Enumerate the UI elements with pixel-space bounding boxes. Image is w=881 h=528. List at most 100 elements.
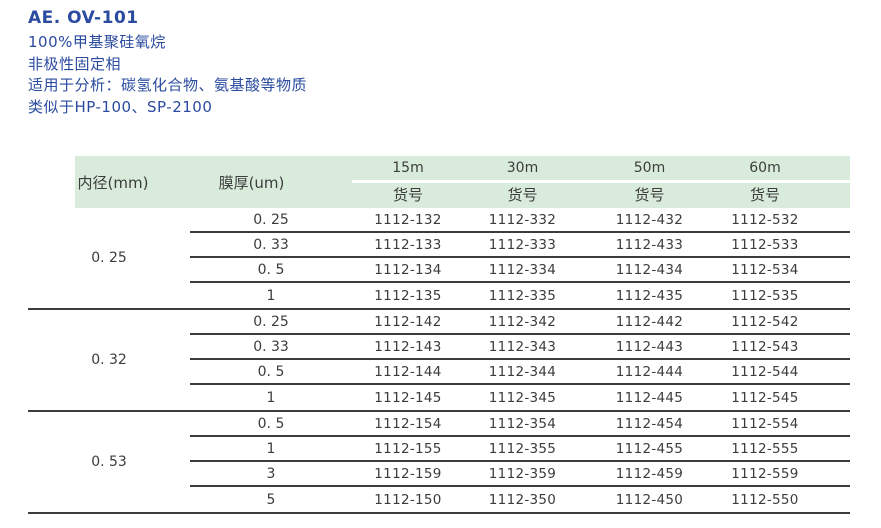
part-number-cell: 1112-355 xyxy=(488,440,557,457)
table-row: 0. 5 1112-154 1112-354 1112-454 1112-554 xyxy=(190,412,850,437)
diameter-column-header: 内径(mm) xyxy=(77,173,149,192)
part-number-cell: 1112-433 xyxy=(615,236,684,253)
length-column-60m: 60m 货号 xyxy=(718,156,812,208)
part-number-cell: 1112-334 xyxy=(488,261,557,278)
part-number-cell: 1112-454 xyxy=(615,415,684,432)
part-number-cell: 1112-532 xyxy=(731,211,799,228)
part-number-cell: 1112-459 xyxy=(615,465,684,482)
part-number-cell: 1112-159 xyxy=(374,465,442,482)
film-thickness-cell: 0. 25 xyxy=(253,211,289,228)
part-number-cell: 1112-555 xyxy=(731,440,799,457)
part-number-cell: 1112-142 xyxy=(374,313,442,330)
part-number-cell: 1112-133 xyxy=(374,236,442,253)
length-column-header: 60m xyxy=(749,160,781,176)
diameter-group: 0. 5 3 0. 5 1112-154 1112-354 1112-454 11… xyxy=(28,412,850,514)
part-number-cell: 1112-533 xyxy=(731,236,799,253)
length-column-header: 15m xyxy=(392,160,424,176)
film-thickness-cell: 0. 5 xyxy=(257,415,285,432)
product-description-line: 非极性固定相 xyxy=(28,54,122,73)
part-number-cell: 1112-455 xyxy=(615,440,684,457)
table-body: 0. 25 0. 25 1112-132 1112-332 1112-432 1… xyxy=(28,208,850,514)
part-number-cell: 1112-435 xyxy=(615,287,684,304)
part-number-cell: 1112-343 xyxy=(488,338,557,355)
catalog-table: 内径(mm) 膜厚(um) 15m 货号 30m 货号 50m 货号 60m 货… xyxy=(28,156,850,514)
table-row: 0. 25 1112-132 1112-332 1112-432 1112-53… xyxy=(190,208,850,233)
film-thickness-cell: 0. 5 xyxy=(257,363,285,380)
part-number-cell: 1112-545 xyxy=(731,389,799,406)
product-description-line: 100%甲基聚硅氧烷 xyxy=(28,33,166,51)
diameter-group-label: 0. 25 xyxy=(91,250,127,266)
film-thickness-cell: 1 xyxy=(266,440,276,457)
part-number-cell: 1112-359 xyxy=(488,465,557,482)
part-number-header: 货号 xyxy=(392,185,423,204)
part-number-cell: 1112-554 xyxy=(731,415,799,432)
part-number-cell: 1112-143 xyxy=(374,338,442,355)
film-thickness-cell: 0. 25 xyxy=(253,313,289,330)
part-number-cell: 1112-542 xyxy=(731,313,799,330)
part-number-cell: 1112-332 xyxy=(488,211,557,228)
part-number-cell: 1112-543 xyxy=(731,338,799,355)
table-row: 3 1112-159 1112-359 1112-459 1112-559 xyxy=(190,462,850,487)
table-row: 1 1112-155 1112-355 1112-455 1112-555 xyxy=(190,437,850,462)
part-number-cell: 1112-145 xyxy=(374,389,442,406)
part-number-cell: 1112-450 xyxy=(615,491,684,508)
length-column-header: 50m xyxy=(633,160,666,176)
table-row: 1 1112-145 1112-345 1112-445 1112-545 xyxy=(190,385,850,410)
table-row: 1 1112-135 1112-335 1112-435 1112-535 xyxy=(190,283,850,308)
part-number-cell: 1112-155 xyxy=(374,440,442,457)
part-number-cell: 1112-444 xyxy=(615,363,684,380)
part-number-cell: 1112-350 xyxy=(488,491,557,508)
part-number-cell: 1112-535 xyxy=(731,287,799,304)
length-column-50m: 50m 货号 xyxy=(581,156,718,208)
table-row: 0. 33 1112-143 1112-343 1112-443 1112-54… xyxy=(190,335,850,360)
table-row: 0. 5 1112-134 1112-334 1112-434 1112-534 xyxy=(190,258,850,283)
part-number-header: 货号 xyxy=(634,185,665,204)
part-number-cell: 1112-544 xyxy=(731,363,799,380)
part-number-cell: 1112-154 xyxy=(374,415,442,432)
diameter-group: 0. 25 0. 25 1112-132 1112-332 1112-432 1… xyxy=(28,208,850,310)
film-thickness-cell: 0. 33 xyxy=(253,338,289,355)
part-number-cell: 1112-132 xyxy=(374,211,442,228)
part-number-cell: 1112-150 xyxy=(374,491,442,508)
part-number-cell: 1112-333 xyxy=(488,236,557,253)
table-row: 0. 5 1112-144 1112-344 1112-444 1112-544 xyxy=(190,360,850,385)
film-thickness-cell: 0. 33 xyxy=(253,236,289,253)
part-number-cell: 1112-354 xyxy=(488,415,557,432)
part-number-cell: 1112-559 xyxy=(731,465,799,482)
film-thickness-cell: 1 xyxy=(266,287,276,304)
film-thickness-cell: 5 xyxy=(266,491,276,508)
length-column-30m: 30m 货号 xyxy=(464,156,581,208)
part-number-cell: 1112-134 xyxy=(374,261,442,278)
part-number-cell: 1112-534 xyxy=(731,261,799,278)
part-number-cell: 1112-342 xyxy=(488,313,557,330)
table-row: 5 1112-150 1112-350 1112-450 1112-550 xyxy=(190,487,850,512)
length-column-15m: 15m 货号 xyxy=(352,156,464,208)
part-number-header: 货号 xyxy=(507,185,538,204)
part-number-cell: 1112-445 xyxy=(615,389,684,406)
part-number-header: 货号 xyxy=(749,185,780,204)
part-number-cell: 1112-550 xyxy=(731,491,799,508)
part-number-cell: 1112-442 xyxy=(615,313,684,330)
film-thickness-cell: 0. 5 xyxy=(257,261,285,278)
length-column-header: 30m xyxy=(506,160,539,176)
part-number-cell: 1112-144 xyxy=(374,363,442,380)
part-number-cell: 1112-344 xyxy=(488,363,557,380)
part-number-cell: 1112-345 xyxy=(488,389,557,406)
table-row: 0. 25 1112-142 1112-342 1112-442 1112-54… xyxy=(190,310,850,335)
part-number-cell: 1112-135 xyxy=(374,287,442,304)
film-thickness-cell: 1 xyxy=(266,389,276,406)
film-thickness-cell: 3 xyxy=(266,465,276,482)
product-description-line: 类似于HP-100、SP-2100 xyxy=(28,97,213,116)
product-code-title: AE. OV-101 xyxy=(28,8,139,28)
table-row: 0. 33 1112-133 1112-333 1112-433 1112-53… xyxy=(190,233,850,258)
part-number-cell: 1112-443 xyxy=(615,338,684,355)
part-number-cell: 1112-335 xyxy=(488,287,557,304)
diameter-group: 0. 32 0. 25 1112-142 1112-342 1112-442 1… xyxy=(28,310,850,412)
table-header: 内径(mm) 膜厚(um) 15m 货号 30m 货号 50m 货号 60m 货… xyxy=(75,156,850,208)
part-number-cell: 1112-434 xyxy=(615,261,684,278)
part-number-cell: 1112-432 xyxy=(615,211,684,228)
film-column-header: 膜厚(um) xyxy=(218,173,285,192)
header-divider-line xyxy=(352,180,850,183)
product-description-line: 适用于分析：碳氢化合物、氨基酸等物质 xyxy=(28,76,308,94)
product-header: AE. OV-101 100%甲基聚硅氧烷 非极性固定相 适用于分析：碳氢化合物… xyxy=(28,8,307,118)
